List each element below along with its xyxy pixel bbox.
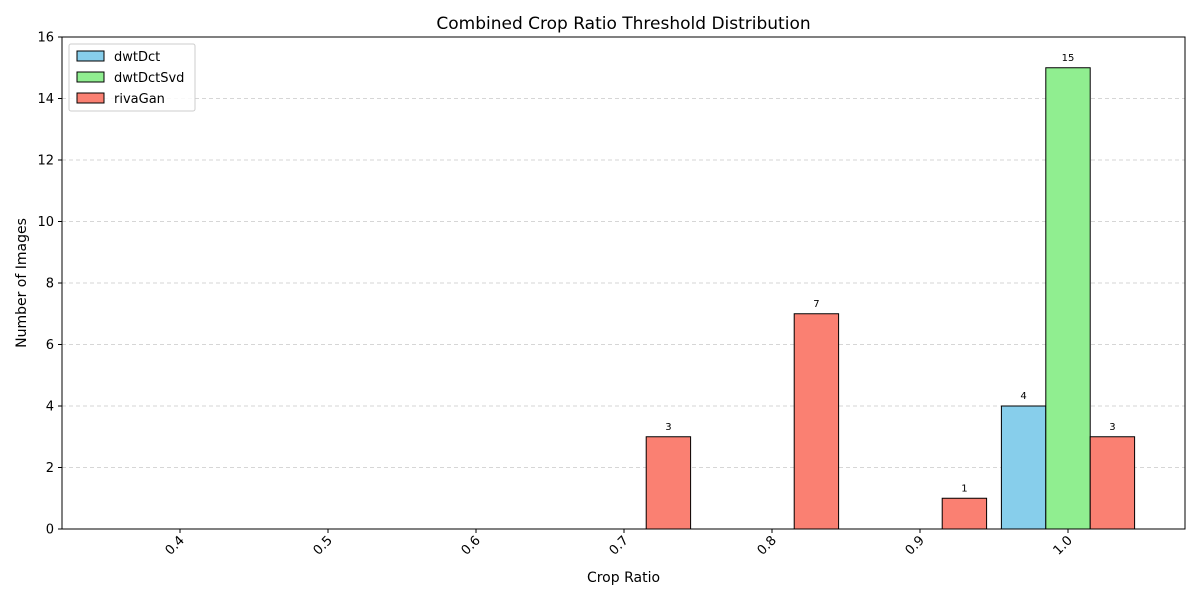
legend: dwtDct dwtDctSvd rivaGan <box>68 43 196 112</box>
bar-layer <box>645 67 1136 530</box>
y-tick-label: 4 <box>46 400 54 415</box>
legend-label-dwtDct: dwtDct <box>114 50 160 65</box>
data-label-layer: 4 15 3 7 1 3 <box>665 53 1115 495</box>
chart-title: Combined Crop Ratio Threshold Distributi… <box>436 14 810 34</box>
data-label: 4 <box>1020 391 1026 402</box>
data-label: 7 <box>813 299 819 310</box>
bar-dwtDctSvd-1.0 <box>1045 67 1091 530</box>
y-tick-label: 2 <box>46 461 54 476</box>
legend-swatch-dwtDctSvd <box>76 71 105 83</box>
bar-dwtDct-1.0 <box>1000 405 1047 530</box>
y-tick-label: 10 <box>37 215 54 230</box>
x-tick-label: 0.5 <box>311 533 336 558</box>
x-tick-label: 1.0 <box>1051 533 1076 558</box>
x-tick-label: 0.4 <box>163 533 188 558</box>
x-tick-label: 0.8 <box>755 533 780 558</box>
x-tick-label: 0.6 <box>459 533 484 558</box>
x-tick-label: 0.7 <box>607 533 632 558</box>
grid-layer <box>62 98 1185 468</box>
legend-label-dwtDctSvd: dwtDctSvd <box>114 71 184 86</box>
x-axis-label: Crop Ratio <box>587 570 660 586</box>
bar-rivaGan-1.0 <box>1089 436 1136 530</box>
y-tick-label: 12 <box>37 154 54 169</box>
data-label: 3 <box>665 422 671 433</box>
data-label: 15 <box>1062 53 1075 64</box>
x-tick-label: 0.9 <box>903 533 928 558</box>
y-tick-label: 14 <box>37 92 54 107</box>
bar-rivaGan-0.7 <box>645 436 692 530</box>
legend-swatch-rivaGan <box>76 92 105 104</box>
y-tick-label: 0 <box>46 523 54 538</box>
y-tick-label: 6 <box>46 338 54 353</box>
legend-swatch-dwtDct <box>76 50 105 62</box>
legend-label-rivaGan: rivaGan <box>114 92 165 107</box>
bar-rivaGan-0.9 <box>941 497 988 530</box>
y-tick-label: 16 <box>37 31 54 46</box>
y-axis-label: Number of Images <box>14 218 30 348</box>
data-label: 1 <box>961 483 967 494</box>
bar-rivaGan-0.8 <box>793 313 840 530</box>
y-tick-label: 8 <box>46 277 54 292</box>
data-label: 3 <box>1109 422 1115 433</box>
